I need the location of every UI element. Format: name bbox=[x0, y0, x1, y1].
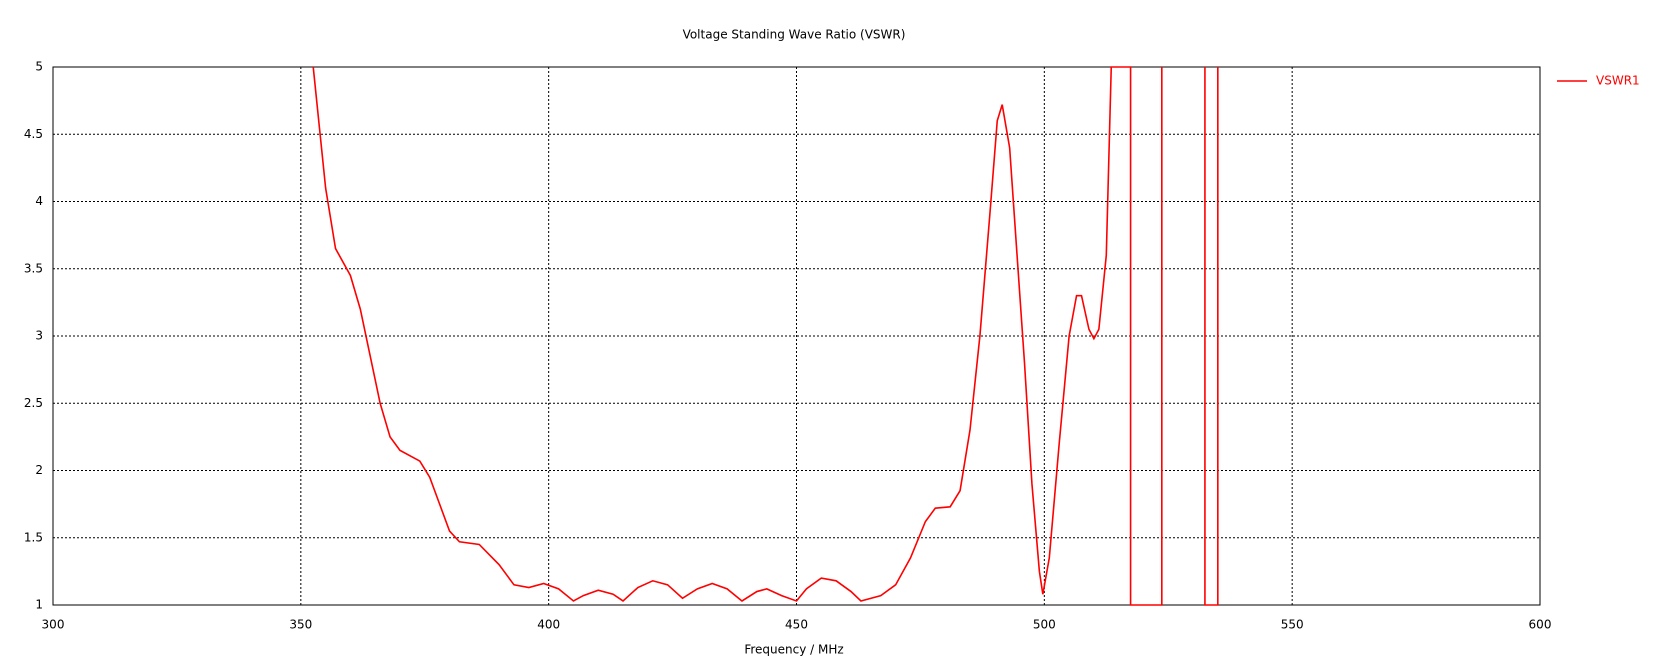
x-tick-label: 450 bbox=[785, 618, 808, 632]
x-tick-label: 600 bbox=[1529, 618, 1552, 632]
chart-title: Voltage Standing Wave Ratio (VSWR) bbox=[683, 28, 906, 42]
y-tick-label: 2 bbox=[35, 463, 43, 477]
x-tick-label: 300 bbox=[42, 618, 65, 632]
y-tick-label: 3.5 bbox=[24, 261, 43, 275]
plot-border bbox=[52, 66, 1541, 606]
y-tick-label: 5 bbox=[35, 60, 43, 74]
x-tick-label: 350 bbox=[289, 618, 312, 632]
x-tick-label: 400 bbox=[537, 618, 560, 632]
y-tick-label: 1.5 bbox=[24, 530, 43, 544]
data-line bbox=[312, 66, 1219, 606]
legend-label: VSWR1 bbox=[1596, 74, 1640, 88]
x-tick-label: 500 bbox=[1033, 618, 1056, 632]
x-axis-label: Frequency / MHz bbox=[744, 643, 843, 657]
y-tick-label: 3 bbox=[35, 329, 43, 343]
y-tick-label: 4 bbox=[35, 194, 43, 208]
x-tick-label: 550 bbox=[1281, 618, 1304, 632]
y-tick-label: 2.5 bbox=[24, 396, 43, 410]
y-tick-label: 4.5 bbox=[24, 127, 43, 141]
y-tick-label: 1 bbox=[35, 598, 43, 612]
